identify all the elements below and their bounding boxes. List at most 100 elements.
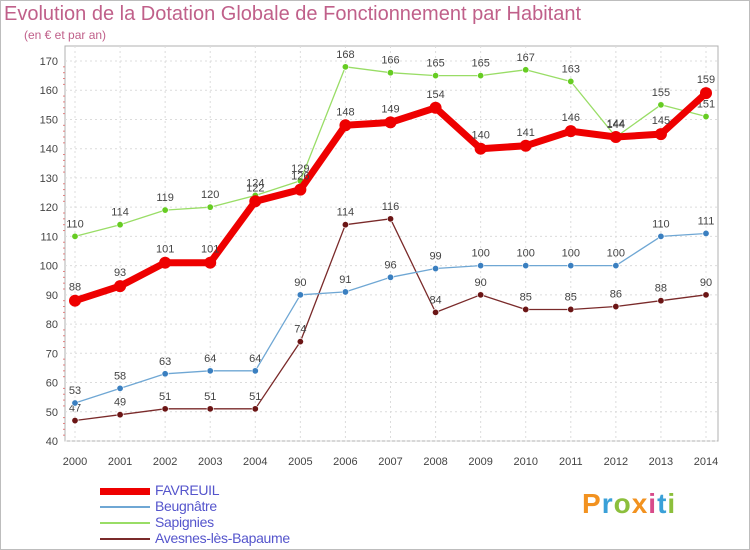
- logo-letter: x: [631, 488, 649, 519]
- data-point: [114, 280, 127, 293]
- data-point: [657, 297, 665, 305]
- x-tick-label: 2005: [288, 456, 312, 468]
- legend-swatch: [100, 506, 150, 508]
- y-tick-label: 70: [46, 348, 58, 360]
- data-label: 154: [426, 89, 444, 101]
- data-label: 47: [69, 403, 81, 415]
- data-point: [161, 370, 169, 378]
- x-tick-label: 2004: [243, 456, 267, 468]
- logo-letter: i: [648, 488, 658, 519]
- data-point: [612, 303, 620, 311]
- x-tick-label: 2007: [378, 456, 402, 468]
- x-tick-label: 2009: [468, 456, 492, 468]
- y-tick-label: 80: [46, 319, 58, 331]
- data-label: 148: [336, 106, 354, 118]
- data-point: [654, 128, 667, 141]
- data-point: [71, 232, 79, 240]
- data-point: [522, 262, 530, 270]
- y-tick-label: 40: [46, 436, 58, 448]
- data-point: [206, 405, 214, 413]
- data-label: 63: [159, 356, 171, 368]
- x-tick-label: 2001: [108, 456, 132, 468]
- data-point: [341, 63, 349, 71]
- data-label: 155: [652, 87, 670, 99]
- data-point: [251, 367, 259, 375]
- data-label: 51: [159, 391, 171, 403]
- data-label: 51: [204, 391, 216, 403]
- data-label: 90: [294, 277, 306, 289]
- plot-area: [64, 45, 719, 442]
- data-point: [522, 305, 530, 313]
- logo-letter: r: [601, 488, 614, 519]
- data-label: 100: [517, 248, 535, 260]
- data-label: 110: [66, 218, 84, 230]
- data-label: 140: [471, 130, 489, 142]
- data-point: [432, 72, 440, 80]
- data-point: [567, 77, 575, 85]
- x-tick-label: 2006: [333, 456, 357, 468]
- logo-letter: o: [613, 488, 632, 519]
- data-label: 58: [114, 370, 126, 382]
- data-point: [432, 265, 440, 273]
- data-point: [432, 308, 440, 316]
- data-point: [477, 262, 485, 270]
- legend-label: FAVREUIL: [155, 482, 220, 498]
- data-label: 88: [655, 283, 667, 295]
- data-label: 167: [517, 52, 535, 64]
- data-label: 49: [114, 397, 126, 409]
- y-tick-label: 60: [46, 378, 58, 390]
- data-label: 165: [471, 58, 489, 70]
- data-label: 120: [201, 189, 219, 201]
- data-point: [341, 288, 349, 296]
- data-point: [609, 131, 622, 143]
- x-tick-label: 2000: [63, 456, 87, 468]
- y-tick-label: 110: [40, 231, 58, 243]
- data-label: 90: [475, 277, 487, 289]
- logo-letter: P: [582, 488, 602, 519]
- x-tick-label: 2013: [649, 456, 673, 468]
- data-point: [206, 203, 214, 211]
- x-tick-label: 2011: [559, 456, 583, 468]
- chart-title: Evolution de la Dotation Globale de Fonc…: [4, 3, 582, 25]
- data-label: 101: [156, 244, 174, 256]
- y-tick-label: 150: [40, 114, 58, 126]
- y-tick-label: 130: [40, 173, 58, 185]
- data-point: [161, 405, 169, 413]
- data-label: 163: [562, 63, 580, 75]
- data-label: 144: [607, 119, 625, 131]
- proxiti-logo: Proxiti: [582, 488, 676, 520]
- data-label: 99: [429, 251, 441, 263]
- data-label: 166: [381, 55, 399, 67]
- data-point: [519, 139, 532, 152]
- legend-label: Beugnâtre: [155, 498, 217, 514]
- data-point: [296, 291, 304, 299]
- data-label: 124: [246, 177, 264, 189]
- data-point: [204, 256, 217, 269]
- x-tick-label: 2014: [694, 456, 718, 468]
- data-point: [384, 116, 397, 129]
- data-point: [206, 367, 214, 375]
- data-point: [702, 229, 710, 237]
- y-tick-label: 160: [40, 85, 58, 97]
- data-point: [69, 294, 81, 307]
- data-point: [71, 399, 79, 407]
- data-label: 126: [291, 171, 309, 183]
- data-point: [341, 221, 349, 229]
- x-tick-label: 2003: [198, 456, 222, 468]
- data-point: [161, 206, 169, 214]
- data-point: [564, 125, 577, 138]
- data-label: 100: [607, 248, 625, 260]
- data-label: 88: [69, 282, 81, 294]
- data-point: [567, 262, 575, 270]
- data-point: [702, 113, 710, 121]
- data-point: [296, 338, 304, 346]
- y-tick-label: 100: [40, 261, 58, 273]
- legend-swatch: [100, 522, 150, 524]
- data-point: [159, 256, 172, 269]
- data-label: 119: [156, 192, 174, 204]
- data-label: 86: [610, 289, 622, 301]
- data-label: 74: [294, 324, 306, 336]
- legend-label: Sapignies: [155, 514, 214, 530]
- data-label: 53: [69, 385, 81, 397]
- data-label: 116: [382, 201, 400, 213]
